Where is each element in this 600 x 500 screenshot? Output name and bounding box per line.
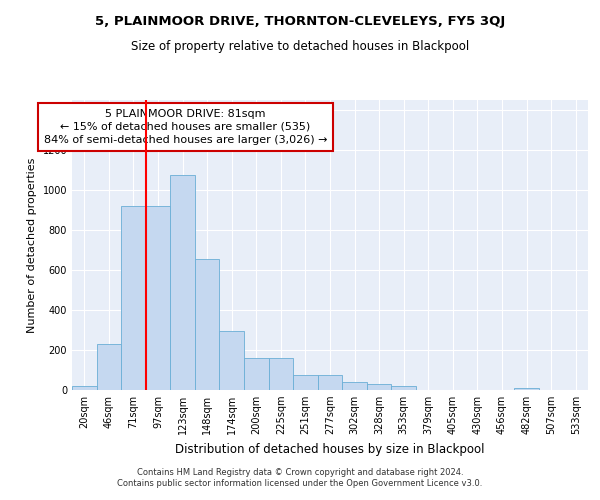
Bar [318, 375, 342, 390]
Bar [514, 388, 539, 390]
Bar [146, 206, 170, 390]
Text: 5, PLAINMOOR DRIVE, THORNTON-CLEVELEYS, FY5 3QJ: 5, PLAINMOOR DRIVE, THORNTON-CLEVELEYS, … [95, 15, 505, 28]
Text: Size of property relative to detached houses in Blackpool: Size of property relative to detached ho… [131, 40, 469, 53]
Bar [195, 259, 220, 390]
Bar [269, 358, 293, 390]
Bar [170, 175, 195, 390]
Bar [367, 384, 391, 390]
Bar [342, 382, 367, 390]
Bar [121, 206, 146, 390]
Bar [72, 386, 97, 390]
Bar [220, 331, 244, 390]
Bar [293, 375, 318, 390]
Bar [391, 386, 416, 390]
Bar [244, 358, 269, 390]
Text: 5 PLAINMOOR DRIVE: 81sqm
← 15% of detached houses are smaller (535)
84% of semi-: 5 PLAINMOOR DRIVE: 81sqm ← 15% of detach… [44, 108, 327, 145]
Text: Contains HM Land Registry data © Crown copyright and database right 2024.
Contai: Contains HM Land Registry data © Crown c… [118, 468, 482, 487]
Bar [97, 344, 121, 390]
X-axis label: Distribution of detached houses by size in Blackpool: Distribution of detached houses by size … [175, 442, 485, 456]
Y-axis label: Number of detached properties: Number of detached properties [27, 158, 37, 332]
